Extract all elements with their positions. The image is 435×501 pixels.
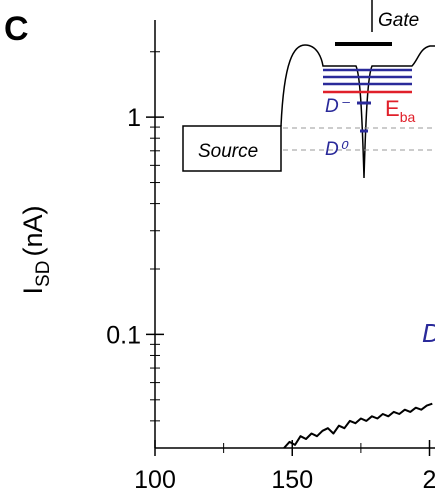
y-tick-label: 0.1 [106, 321, 141, 349]
y-label-sub: SD [33, 261, 54, 287]
inset [182, 0, 435, 179]
x-tick-label: 2 [423, 466, 435, 494]
d-zero-label: D⁰ [325, 139, 349, 160]
e-label: Eba [385, 96, 415, 125]
y-label-main: I [18, 287, 48, 295]
potential-profile [280, 44, 435, 179]
data-line [283, 402, 433, 449]
source-label: Source [198, 141, 258, 162]
source-box [182, 125, 282, 172]
e-sub: ba [400, 109, 416, 125]
panel-label: C [4, 10, 29, 48]
d-minus-label: D⁻ [325, 96, 351, 117]
gate-label: Gate [378, 10, 419, 31]
x-tick-label: 100 [134, 466, 176, 494]
e-main: E [385, 96, 400, 121]
x-tick-label: 150 [271, 466, 313, 494]
y-axis-label: ISD (nA) [18, 206, 54, 295]
d-annotation: D [422, 318, 435, 348]
y-label-unit: (nA) [18, 206, 48, 257]
y-tick-label: 1 [127, 104, 141, 132]
